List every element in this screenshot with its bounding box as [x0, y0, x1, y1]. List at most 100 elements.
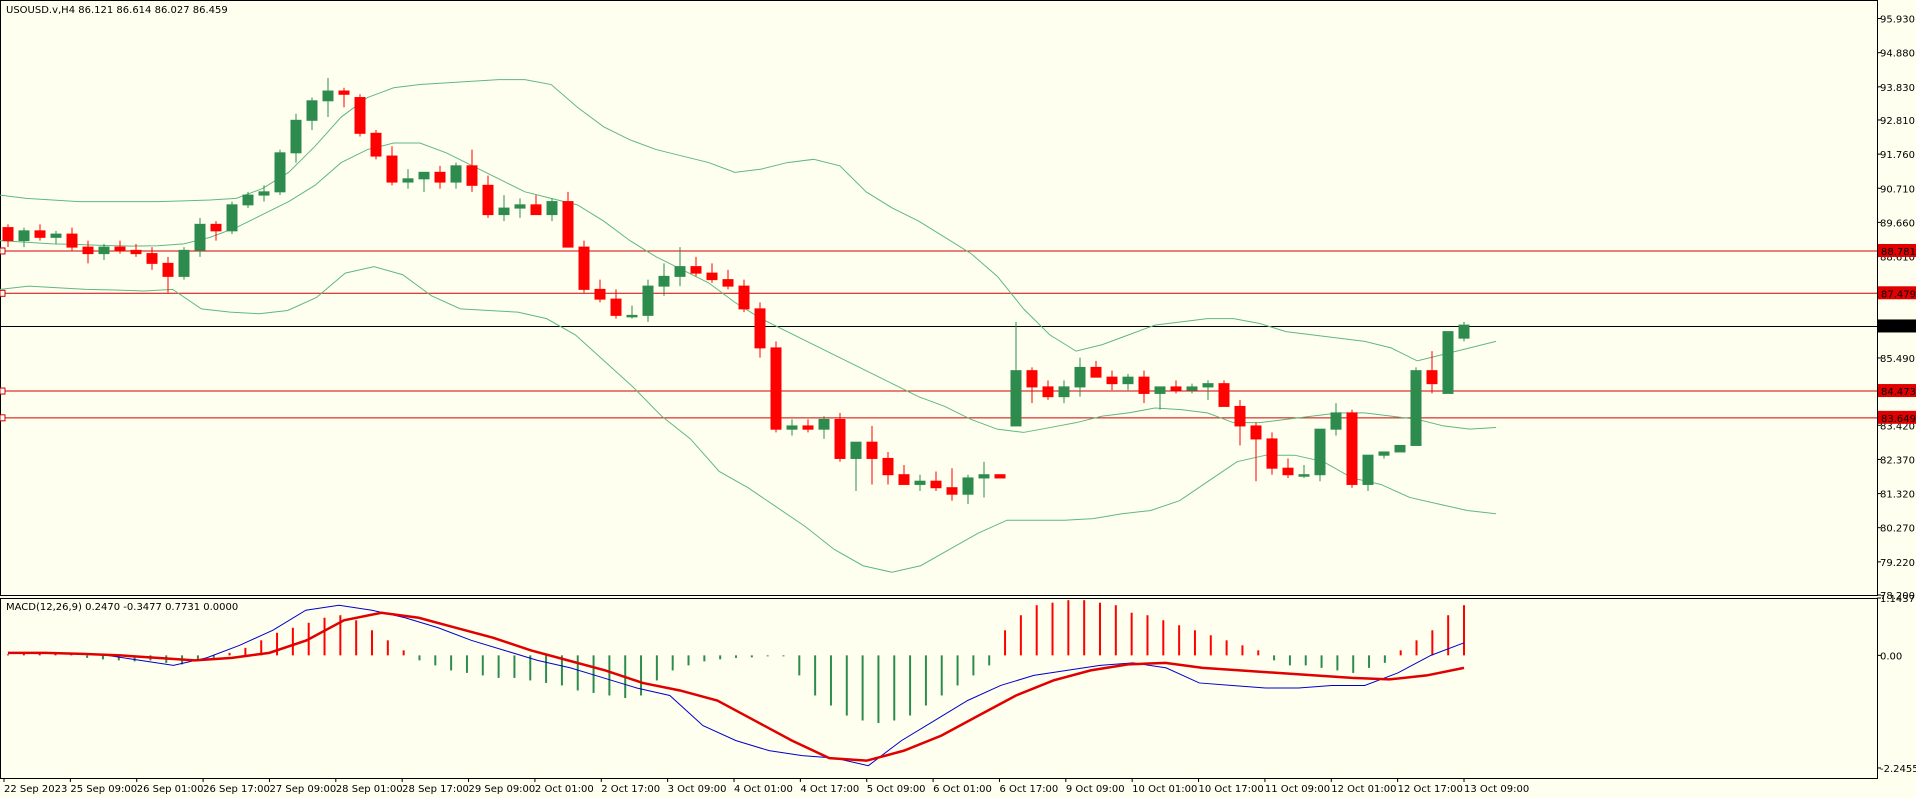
- candle-body: [418, 171, 430, 180]
- candle-body: [498, 207, 510, 216]
- candle-body: [66, 233, 78, 248]
- candle-body: [754, 308, 766, 349]
- candle-body: [1186, 386, 1198, 391]
- candle-body: [1330, 412, 1342, 430]
- candle-body: [562, 201, 574, 248]
- candle-body: [1010, 370, 1022, 427]
- level-marker: [0, 289, 6, 297]
- x-tick-label: 9 Oct 09:00: [1066, 784, 1125, 795]
- candle-body: [466, 165, 478, 186]
- candle-body: [290, 119, 302, 154]
- candle-body: [98, 246, 110, 255]
- x-tick-label: 5 Oct 09:00: [867, 784, 926, 795]
- y-tick-label: 91.760: [1880, 150, 1915, 161]
- macd-title: MACD(12,26,9) 0.2470 -0.3477 0.7731 0.00…: [6, 602, 238, 613]
- x-tick-label: 28 Sep 01:00: [336, 784, 403, 795]
- x-tick-label: 12 Oct 01:00: [1331, 784, 1396, 795]
- x-tick-label: 22 Sep 2023: [4, 784, 67, 795]
- candle-body: [1250, 425, 1262, 440]
- candle-body: [850, 441, 862, 459]
- price-tag-label: 87.479: [1881, 289, 1916, 300]
- x-tick-label: 3 Oct 09:00: [668, 784, 727, 795]
- candle-body: [962, 477, 974, 495]
- y-tick-label: 80.270: [1880, 524, 1915, 535]
- candle-body: [370, 132, 382, 157]
- candle-body: [914, 480, 926, 485]
- candle-body: [1234, 405, 1246, 427]
- bollinger-band-upper: [0, 79, 1497, 362]
- x-tick-label: 13 Oct 09:00: [1464, 784, 1529, 795]
- macd-y-tick-label: -2.2455: [1880, 764, 1916, 775]
- candle-body: [1154, 386, 1166, 394]
- macd-line: [8, 604, 1465, 767]
- candle-body: [402, 178, 414, 183]
- candle-body: [786, 425, 798, 430]
- candle-body: [210, 223, 222, 232]
- candle-body: [338, 90, 350, 95]
- candle-body: [1106, 376, 1118, 385]
- bollinger-band-lower: [0, 266, 1497, 573]
- candle-body: [178, 249, 190, 277]
- candle-body: [530, 204, 542, 216]
- y-tick-label: 85.490: [1880, 354, 1915, 365]
- candle-body: [1314, 428, 1326, 476]
- candle-body: [2, 227, 14, 242]
- x-tick-label: 26 Sep 17:00: [203, 784, 270, 795]
- y-tick-label: 79.220: [1880, 558, 1915, 569]
- y-tick-label: 94.880: [1880, 49, 1915, 60]
- candle-body: [898, 474, 910, 485]
- candle-body: [994, 474, 1006, 479]
- candle-body: [834, 418, 846, 459]
- bollinger-band-middle: [0, 142, 1497, 433]
- candle-body: [866, 441, 878, 459]
- candle-body: [690, 266, 702, 274]
- candle-body: [1202, 383, 1214, 388]
- level-marker: [0, 247, 6, 255]
- candle-body: [1266, 438, 1278, 469]
- candle-body: [1282, 467, 1294, 476]
- candle-body: [658, 275, 670, 287]
- candle-body: [1058, 386, 1070, 398]
- candle-body: [1362, 454, 1374, 485]
- candle-body: [1442, 331, 1454, 394]
- candle-body: [802, 425, 814, 430]
- candle-body: [1122, 376, 1134, 385]
- candle-body: [322, 90, 334, 102]
- candle-body: [1042, 386, 1054, 398]
- candle-body: [706, 272, 718, 281]
- candle-body: [450, 165, 462, 183]
- candle-body: [226, 204, 238, 232]
- candle-body: [354, 97, 366, 134]
- candle-body: [722, 279, 734, 287]
- candle-body: [882, 457, 894, 476]
- macd-pane-frame: [0, 598, 1878, 779]
- x-tick-label: 6 Oct 01:00: [933, 784, 992, 795]
- candle-body: [242, 194, 254, 206]
- price-tag: [1878, 384, 1916, 398]
- candle-body: [978, 474, 990, 479]
- price-tag-label: 86.459: [1881, 322, 1916, 333]
- y-tick-label: 81.320: [1880, 490, 1915, 501]
- candle-body: [578, 246, 590, 290]
- x-tick-label: 2 Oct 01:00: [535, 784, 594, 795]
- price-tag-label: 83.649: [1881, 414, 1916, 425]
- candle-body: [18, 230, 30, 242]
- candle-body: [194, 223, 206, 251]
- x-tick-label: 4 Oct 01:00: [734, 784, 793, 795]
- candles-group: [2, 78, 1470, 504]
- y-tick-label: 90.710: [1880, 184, 1915, 195]
- x-tick-label: 2 Oct 17:00: [601, 784, 660, 795]
- x-tick-label: 26 Sep 01:00: [137, 784, 204, 795]
- macd-y-tick-label: 0.00: [1880, 651, 1902, 662]
- candle-body: [818, 418, 830, 430]
- candle-body: [258, 191, 270, 196]
- candle-body: [642, 285, 654, 316]
- price-tag: [1878, 286, 1916, 300]
- candle-body: [82, 246, 94, 255]
- price-tag-label: 84.473: [1881, 387, 1916, 398]
- x-tick-label: 10 Oct 17:00: [1199, 784, 1264, 795]
- candle-body: [34, 230, 46, 238]
- y-tick-label: 88.610: [1880, 253, 1915, 264]
- price-tag: [1878, 410, 1916, 424]
- candle-body: [482, 184, 494, 216]
